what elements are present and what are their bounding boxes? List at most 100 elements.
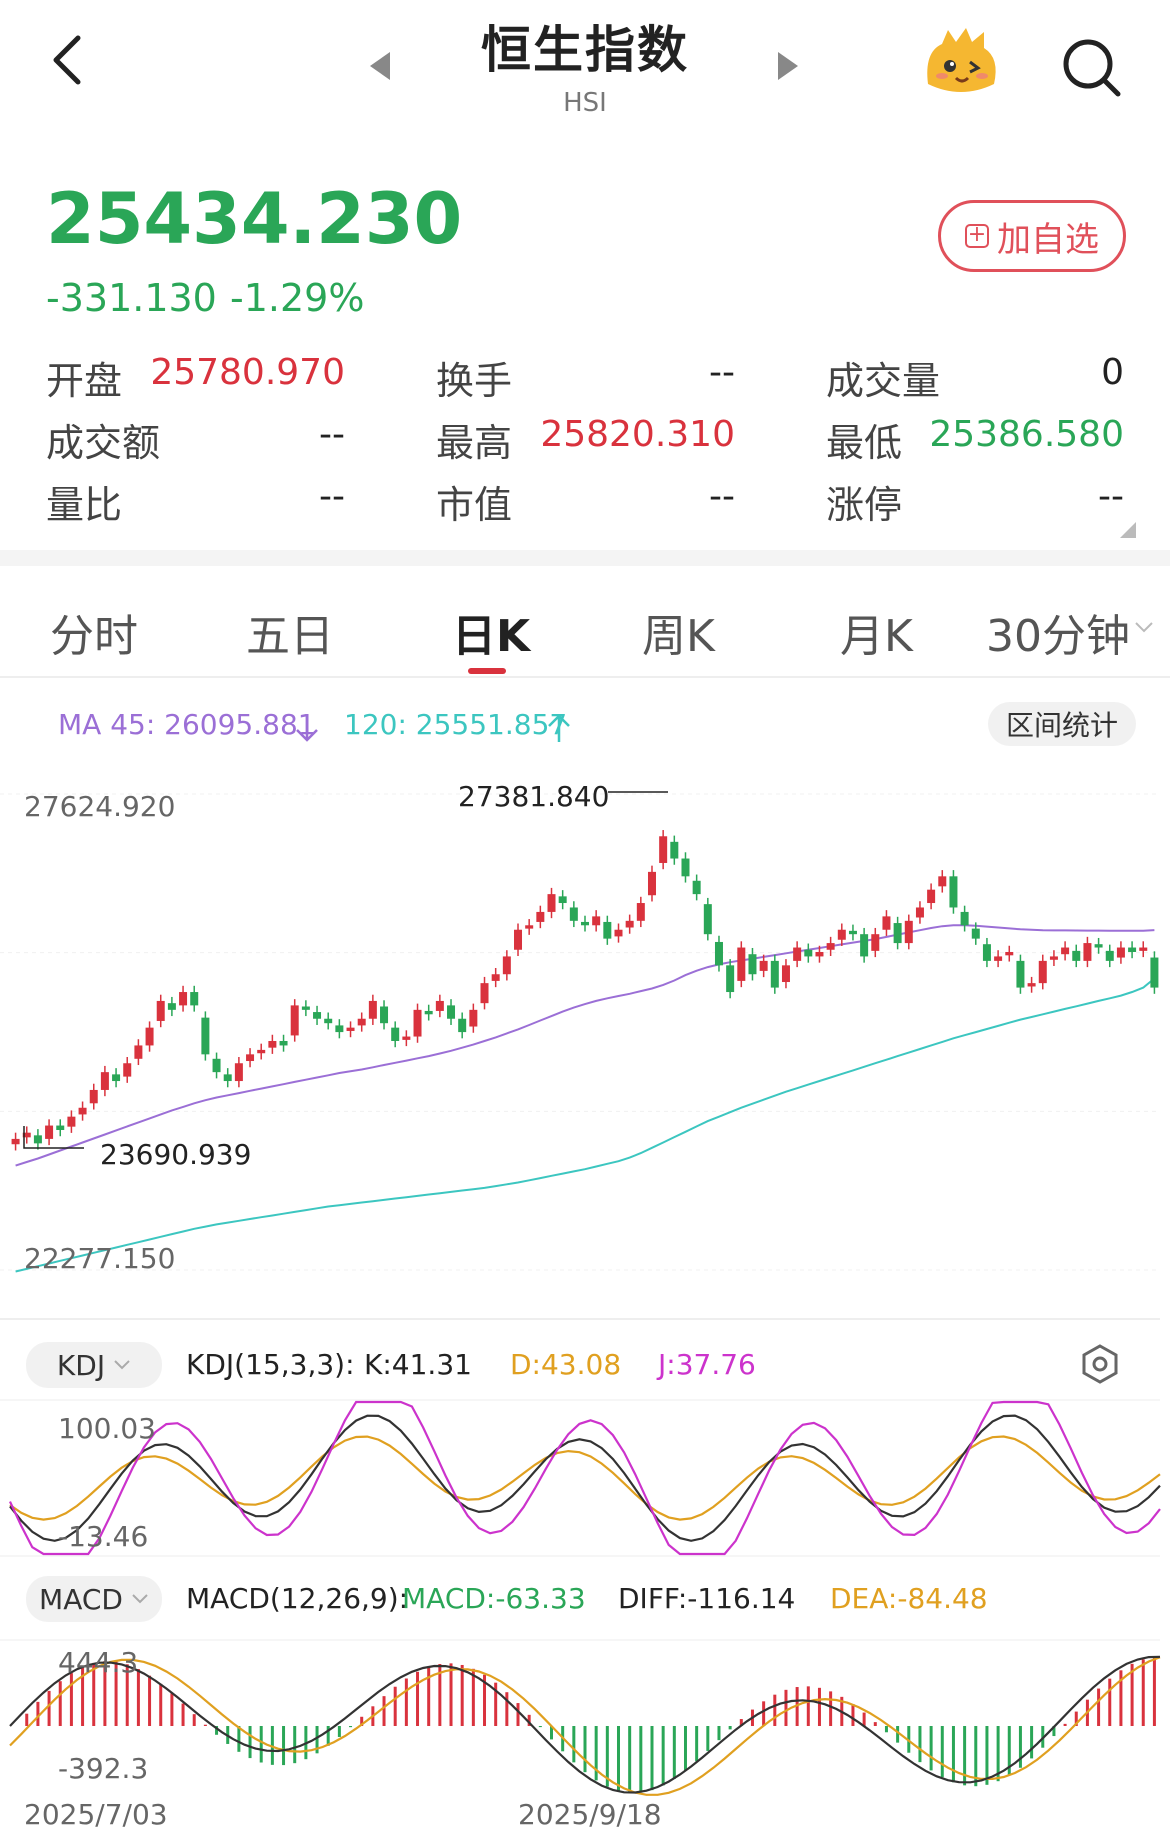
candle-body <box>89 1089 98 1104</box>
kdj-selector-label: KDJ <box>56 1348 106 1382</box>
candle-body <box>112 1074 121 1082</box>
candle-body <box>179 992 188 1006</box>
candle-body <box>938 876 947 887</box>
candle-body <box>190 992 199 1006</box>
kline-chart[interactable] <box>0 760 1170 1320</box>
candle-body <box>547 894 556 912</box>
stat-label: 换手 <box>436 359 513 403</box>
tab-2[interactable]: 日K <box>452 611 531 662</box>
candle-body <box>1128 947 1137 952</box>
candle-body <box>33 1135 42 1144</box>
candle-body <box>56 1125 65 1131</box>
candle-body <box>726 965 735 993</box>
next-index-button[interactable] <box>776 50 800 86</box>
add-watchlist-button[interactable]: + 加自选 <box>938 200 1126 272</box>
ma45-value: MA 45: 26095.881 <box>58 708 316 741</box>
tab-4[interactable]: 月K <box>840 611 913 662</box>
ma120-line <box>15 977 1156 1273</box>
chart-divider <box>0 1318 1160 1320</box>
kdj-y-top: 100.03 <box>58 1412 156 1445</box>
candle-body <box>279 1040 288 1046</box>
candle-body <box>1150 957 1159 988</box>
candle-body <box>435 1000 444 1011</box>
candle-body <box>268 1040 277 1048</box>
macd-selector[interactable]: MACD <box>26 1576 162 1622</box>
candle-body <box>413 1009 422 1037</box>
candle-body <box>659 836 668 863</box>
macd-y-top: 444.3 <box>58 1646 139 1679</box>
candle-body <box>257 1049 266 1054</box>
settings-hex-icon[interactable] <box>1078 1342 1122 1386</box>
kdj-d-value: D:43.08 <box>510 1348 622 1381</box>
candle-body <box>1116 947 1125 958</box>
price-change-pct: -1.29% <box>230 276 365 320</box>
tab-1[interactable]: 五日 <box>246 611 334 662</box>
kline-y-top: 27624.920 <box>24 790 176 823</box>
arrow-down-icon <box>296 714 318 742</box>
candle-body <box>837 929 846 940</box>
range-stats-button[interactable]: 区间统计 <box>988 702 1136 746</box>
stat-value: -- <box>319 414 345 455</box>
candle-body <box>346 1027 355 1031</box>
candle-body <box>1038 960 1047 984</box>
candle-body <box>335 1025 344 1033</box>
stat-label: 涨停 <box>826 483 903 527</box>
candle-body <box>703 904 712 935</box>
candle-body <box>1139 947 1148 951</box>
expand-corner-icon[interactable] <box>1120 522 1136 542</box>
candle-body <box>290 1005 299 1036</box>
macd-y-bottom: -392.3 <box>58 1752 149 1785</box>
kdj-chart[interactable] <box>0 1398 1170 1558</box>
mascot-button[interactable] <box>920 22 1002 104</box>
candle-body <box>447 1005 456 1019</box>
search-icon <box>1063 39 1121 97</box>
back-button[interactable] <box>40 30 100 90</box>
candle-body <box>893 923 902 944</box>
candle-body <box>525 925 534 929</box>
chevron-down-icon[interactable] <box>1134 620 1154 639</box>
candle-body <box>971 928 980 939</box>
candle-body <box>502 956 511 975</box>
stat-label: 市值 <box>436 483 513 527</box>
chevron-down-icon <box>114 1360 130 1370</box>
back-icon <box>53 35 81 85</box>
stat-label: 成交量 <box>826 359 941 403</box>
mascot-icon <box>927 28 996 92</box>
search-button[interactable] <box>1060 36 1126 102</box>
date-start: 2025/7/03 <box>24 1798 168 1831</box>
candle-body <box>692 880 701 895</box>
tab-5[interactable]: 30分钟 <box>986 611 1130 662</box>
candle-body <box>1005 951 1014 956</box>
candle-body <box>815 951 824 957</box>
candle-body <box>949 876 958 908</box>
candle-body <box>458 1018 467 1033</box>
candle-body <box>636 903 645 921</box>
kdj-selector[interactable]: KDJ <box>26 1342 162 1388</box>
candle-body <box>391 1027 400 1041</box>
candle-body <box>78 1107 87 1115</box>
tab-3[interactable]: 周K <box>642 611 715 662</box>
tab-0[interactable]: 分时 <box>50 611 138 662</box>
chevron-down-icon <box>132 1594 148 1604</box>
macd-chart[interactable] <box>0 1636 1170 1808</box>
candle-body <box>737 947 746 981</box>
candle-body <box>212 1058 221 1073</box>
stat-value: -- <box>319 476 345 517</box>
stat-label: 开盘 <box>46 359 123 403</box>
prev-index-button[interactable] <box>368 50 392 86</box>
candle-body <box>670 841 679 859</box>
candle-body <box>1094 944 1103 948</box>
candle-body <box>324 1018 333 1024</box>
kdj-k-value: K:41.31 <box>364 1348 472 1381</box>
candle-body <box>558 896 567 904</box>
candle-body <box>714 941 723 966</box>
stat-value: -- <box>709 352 735 393</box>
candle-body <box>826 943 835 950</box>
kdj-params: KDJ(15,3,3): <box>186 1348 355 1381</box>
candle-body <box>234 1063 243 1082</box>
candle-body <box>927 889 936 904</box>
stat-label: 最低 <box>826 421 903 465</box>
candle-body <box>145 1027 154 1046</box>
kdj-k-line <box>9 1414 1161 1542</box>
stat-label: 量比 <box>46 483 123 527</box>
